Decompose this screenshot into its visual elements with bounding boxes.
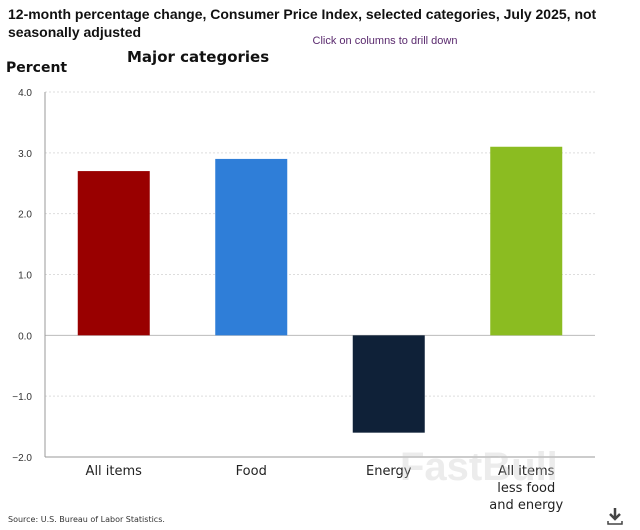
bar-all-items[interactable] <box>77 171 150 336</box>
source-note: Source: U.S. Bureau of Labor Statistics. <box>8 515 165 524</box>
y-tick-label: 4.0 <box>18 88 32 99</box>
x-tick-label: Energy <box>366 464 412 479</box>
x-tick-label: Food <box>236 464 267 479</box>
y-tick-label: −2.0 <box>12 453 32 464</box>
y-tick-label: −1.0 <box>12 392 32 403</box>
x-tick-label: and energy <box>489 498 563 513</box>
bar-energy[interactable] <box>352 335 425 433</box>
y-tick-label: 3.0 <box>18 149 32 160</box>
chart-subtitle: Major categories <box>127 48 270 66</box>
y-tick-label: 2.0 <box>18 210 32 221</box>
chart-title: 12-month percentage change, Consumer Pri… <box>8 6 597 40</box>
drill-down-hint: Click on columns to drill down <box>312 35 458 47</box>
watermark: FastBull <box>400 445 558 489</box>
x-tick-label: All items <box>86 464 143 479</box>
bar-food[interactable] <box>215 158 288 336</box>
y-tick-label: 0.0 <box>18 331 32 342</box>
bar-all-items-less-food-and-energy[interactable] <box>490 146 563 336</box>
x-tick-label: less food <box>497 481 555 496</box>
y-axis-label: Percent <box>6 60 68 76</box>
x-tick-label: All items <box>498 464 555 479</box>
download-icon <box>607 508 623 525</box>
y-tick-label: 1.0 <box>18 271 32 282</box>
download-button[interactable] <box>605 506 625 526</box>
